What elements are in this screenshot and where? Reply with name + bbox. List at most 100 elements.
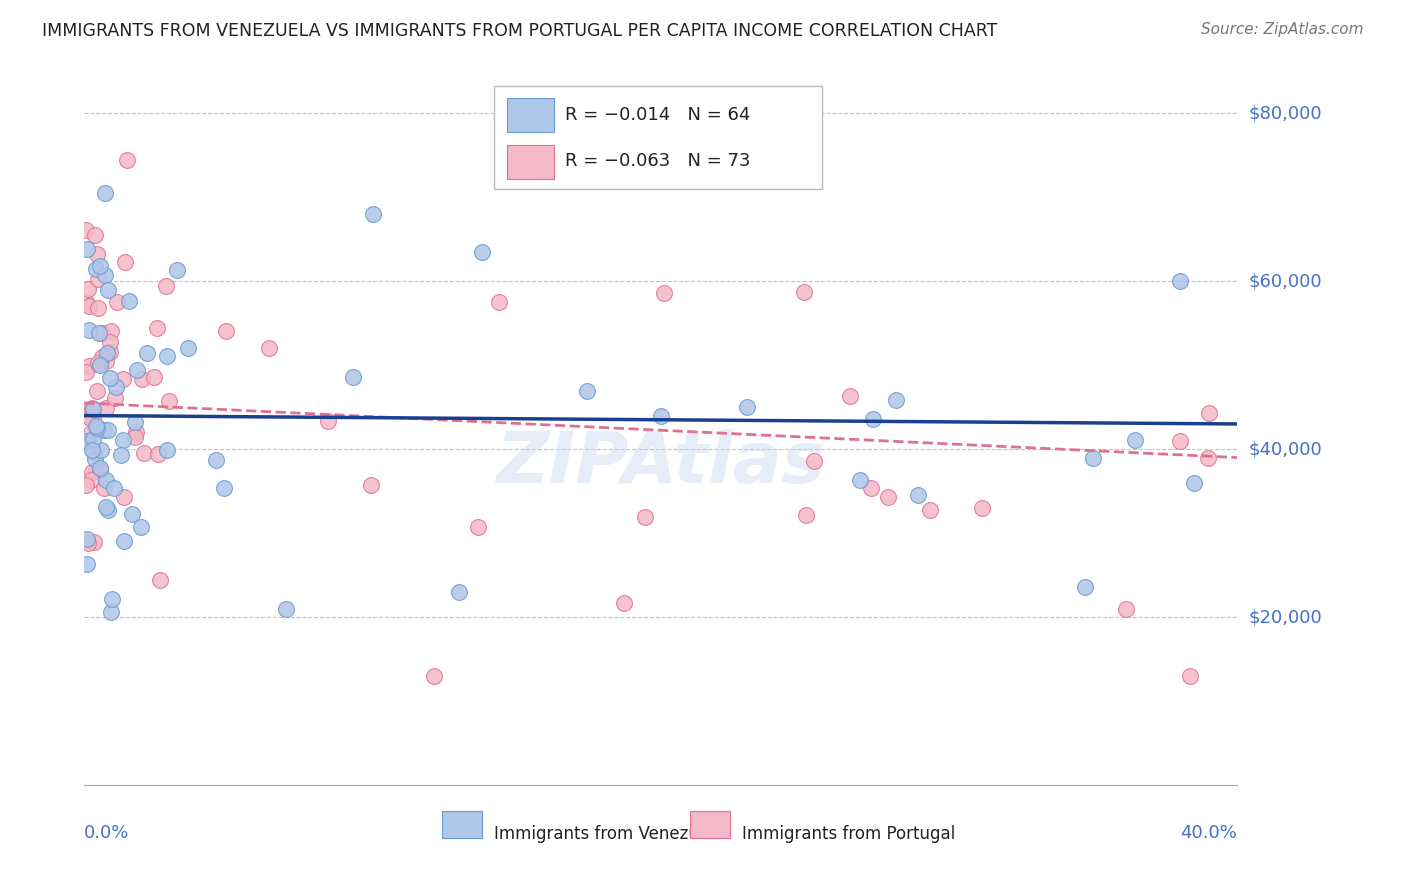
Point <box>793 285 815 300</box>
Point <box>76 242 98 256</box>
Text: ZIPAtlas: ZIPAtlas <box>496 429 825 499</box>
Point <box>1178 669 1201 683</box>
Point <box>613 596 636 610</box>
Point <box>1168 434 1191 448</box>
Point <box>342 369 364 384</box>
Point <box>125 363 148 377</box>
Point <box>91 326 114 341</box>
Point <box>105 380 128 394</box>
Point <box>1168 274 1191 288</box>
Point <box>1115 602 1137 616</box>
Text: IMMIGRANTS FROM VENEZUELA VS IMMIGRANTS FROM PORTUGAL PER CAPITA INCOME CORRELAT: IMMIGRANTS FROM VENEZUELA VS IMMIGRANTS … <box>42 22 997 40</box>
Point <box>97 283 120 297</box>
Point <box>155 279 177 293</box>
Point <box>361 207 384 221</box>
Point <box>93 481 115 495</box>
Point <box>488 295 510 310</box>
Point <box>77 282 100 296</box>
Point <box>76 532 98 546</box>
Point <box>76 402 98 417</box>
Point <box>118 293 141 308</box>
Point <box>75 223 97 237</box>
Point <box>156 349 179 363</box>
Point <box>79 323 101 337</box>
Point <box>98 371 121 385</box>
Point <box>84 262 107 277</box>
Point <box>136 346 159 360</box>
Point <box>145 321 167 335</box>
Point <box>205 452 228 467</box>
Point <box>360 478 382 492</box>
Text: $20,000: $20,000 <box>1249 608 1322 626</box>
Point <box>129 520 152 534</box>
Text: $80,000: $80,000 <box>1249 104 1322 122</box>
Point <box>737 400 759 414</box>
Point <box>103 481 125 495</box>
Bar <box>690 812 730 838</box>
Point <box>1198 450 1220 465</box>
Point <box>87 301 110 315</box>
Point <box>76 536 98 550</box>
Point <box>83 535 105 549</box>
Point <box>75 477 97 491</box>
Point <box>89 259 111 273</box>
Point <box>576 384 599 399</box>
Point <box>82 465 104 479</box>
Point <box>166 263 188 277</box>
Point <box>75 294 97 309</box>
Point <box>124 430 146 444</box>
Point <box>214 481 236 495</box>
Point <box>96 473 118 487</box>
Point <box>177 341 200 355</box>
Point <box>634 509 657 524</box>
Point <box>112 533 135 548</box>
Text: R = −0.063   N = 73: R = −0.063 N = 73 <box>565 152 751 169</box>
Point <box>316 414 339 428</box>
Point <box>1083 450 1105 465</box>
Point <box>82 443 104 458</box>
Text: 0.0%: 0.0% <box>84 824 129 842</box>
Point <box>132 446 155 460</box>
Point <box>96 346 118 360</box>
Point <box>86 247 108 261</box>
Point <box>97 503 120 517</box>
Text: Immigrants from Portugal: Immigrants from Portugal <box>741 825 955 843</box>
Point <box>105 294 128 309</box>
Point <box>100 335 122 350</box>
Point <box>94 401 117 415</box>
Point <box>1198 406 1220 420</box>
Point <box>90 443 112 458</box>
Point <box>886 392 908 407</box>
Point <box>87 356 110 370</box>
Point <box>449 585 471 599</box>
Point <box>93 423 115 437</box>
Point <box>80 426 103 441</box>
FancyBboxPatch shape <box>494 86 823 189</box>
Point <box>149 573 172 587</box>
Point <box>76 434 98 449</box>
Point <box>97 423 120 437</box>
Point <box>84 418 107 433</box>
Point <box>214 325 236 339</box>
Point <box>467 520 489 534</box>
Point <box>422 669 444 683</box>
Point <box>94 500 117 515</box>
Point <box>110 448 132 462</box>
Point <box>907 488 929 502</box>
Point <box>848 473 870 487</box>
Point <box>104 391 127 405</box>
Point <box>77 359 100 374</box>
Point <box>89 463 111 477</box>
Point <box>146 447 169 461</box>
Point <box>83 444 105 458</box>
Point <box>1123 434 1146 448</box>
Point <box>114 255 136 269</box>
Point <box>1074 580 1097 594</box>
Bar <box>508 98 554 132</box>
Point <box>82 433 104 447</box>
Point <box>156 443 179 458</box>
Point <box>79 299 101 313</box>
Point <box>89 460 111 475</box>
Point <box>82 402 104 417</box>
Point <box>652 285 675 300</box>
